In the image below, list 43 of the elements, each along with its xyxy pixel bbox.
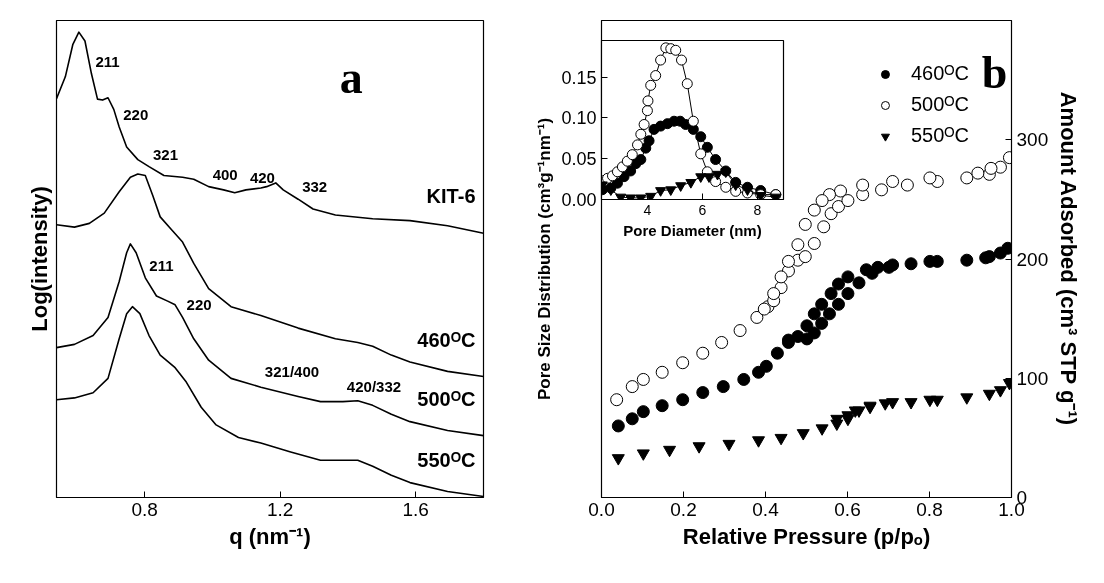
x-tick-label: 0.0 bbox=[588, 498, 615, 520]
x-tick-label: 0.8 bbox=[916, 498, 943, 520]
y-axis-title: Pore Size Distribution (cm³g⁻¹nm⁻¹) bbox=[534, 117, 554, 401]
series-label: KIT-6 bbox=[426, 185, 476, 208]
x-tick-label: 8 bbox=[753, 201, 762, 218]
y-axis-title: Log(intensity) bbox=[26, 186, 52, 332]
annotation: 321/400 bbox=[264, 363, 320, 381]
legend-label: 500ᴼC bbox=[910, 93, 969, 116]
chart-title: a bbox=[339, 52, 363, 104]
annotation: 211 bbox=[95, 52, 120, 70]
annotation: 211 bbox=[149, 256, 174, 274]
x-tick-label: 1.2 bbox=[266, 498, 294, 520]
x-axis-title: Pore Diameter (nm) bbox=[623, 221, 762, 239]
x-tick-label: 0.6 bbox=[834, 498, 861, 520]
y-tick-label: 0.10 bbox=[561, 108, 597, 129]
annotation: 332 bbox=[302, 178, 328, 196]
text: b bbox=[981, 47, 1008, 99]
y-tick-label: 300 bbox=[1016, 129, 1049, 151]
annotation: 420/332 bbox=[346, 377, 402, 395]
x-tick-label: 0.8 bbox=[131, 498, 158, 520]
x-tick-label: 0.4 bbox=[752, 498, 780, 520]
legend-label: 460ᴼC bbox=[910, 62, 969, 85]
series-label: 550ᴼC bbox=[417, 448, 476, 471]
annotation: 321 bbox=[153, 145, 179, 163]
series-label: 500ᴼC bbox=[417, 387, 476, 410]
legend-label: 550ᴼC bbox=[910, 124, 969, 147]
annotation: 400 bbox=[212, 165, 238, 183]
x-tick-label: 4 bbox=[643, 201, 652, 218]
y-tick-label: 100 bbox=[1016, 367, 1049, 389]
annotation: 220 bbox=[186, 296, 212, 314]
y-tick-label: 0.05 bbox=[561, 149, 597, 170]
x-tick-label: 6 bbox=[698, 201, 707, 218]
series-label: 460ᴼC bbox=[417, 328, 476, 351]
x-axis-title: q (nm⁻¹) bbox=[229, 523, 311, 549]
y-axis-title: Amount Adsorbed (cm³ STP g⁻¹) bbox=[1056, 91, 1082, 426]
x-tick-label: 1.6 bbox=[402, 498, 429, 520]
y-tick-label: 200 bbox=[1016, 248, 1049, 270]
y-tick-label: 0.00 bbox=[561, 190, 597, 210]
annotation: 220 bbox=[123, 106, 149, 124]
x-tick-label: 0.2 bbox=[670, 498, 697, 520]
annotation: 420 bbox=[249, 168, 275, 186]
x-axis-title: Relative Pressure (p/pₒ) bbox=[682, 523, 931, 549]
y-tick-label: 0.15 bbox=[561, 67, 597, 88]
